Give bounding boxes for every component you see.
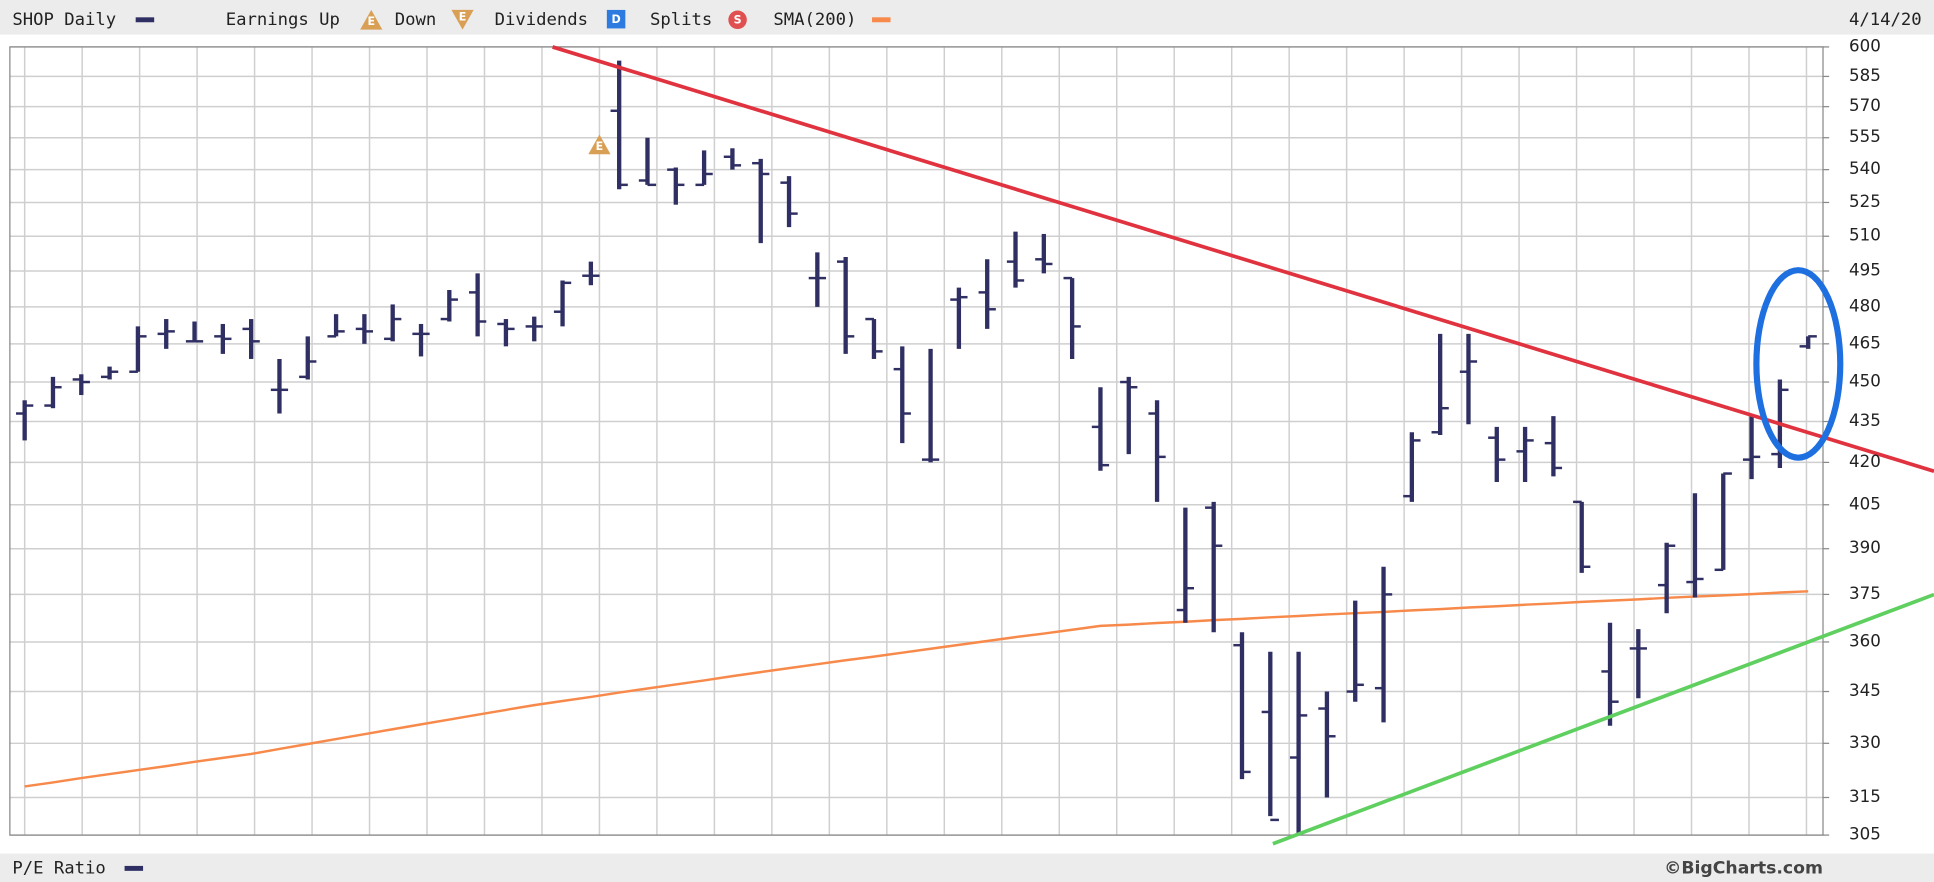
- y-tick-label: 390: [1849, 538, 1881, 557]
- y-tick-label: 585: [1849, 66, 1881, 85]
- y-tick-label: 525: [1849, 192, 1881, 211]
- legend-icon-label: D: [611, 13, 620, 26]
- legend-label: SMA(200): [773, 10, 856, 30]
- earnings-icon-label: E: [596, 140, 604, 153]
- y-tick-label: 495: [1849, 261, 1881, 280]
- legend-bar: [0, 0, 1934, 35]
- y-tick-label: 405: [1849, 494, 1881, 513]
- legend-icon: [360, 9, 383, 30]
- legend-label: Earnings Up: [226, 10, 340, 30]
- y-tick-label: 600: [1849, 36, 1881, 55]
- plot-frame: [9, 46, 1824, 836]
- y-tick-label: 305: [1849, 825, 1881, 844]
- y-tick-label: 435: [1849, 411, 1881, 430]
- y-tick-label: 450: [1849, 372, 1881, 391]
- footer-bar: [0, 853, 1934, 882]
- lower-panel-label: P/E Ratio: [12, 858, 105, 878]
- y-tick-label: 480: [1849, 296, 1881, 315]
- legend-icon-label: E: [367, 15, 375, 28]
- y-tick-label: 570: [1849, 96, 1881, 115]
- date-grid: [23, 46, 1808, 836]
- legend-icon: [451, 9, 474, 30]
- legend-label: SHOP Daily: [12, 10, 116, 30]
- y-tick-label: 330: [1849, 733, 1881, 752]
- source: ©BigCharts.com: [1664, 858, 1823, 878]
- legend-label: Splits: [650, 10, 712, 30]
- legend-label: Dividends: [495, 10, 588, 30]
- y-tick-label: 540: [1849, 159, 1881, 178]
- y-tick-label: 510: [1849, 226, 1881, 245]
- legend-icon-label: E: [459, 10, 467, 23]
- earnings-icon: [588, 134, 611, 155]
- y-tick-label: 360: [1849, 631, 1881, 650]
- lower-panel-swatch: [124, 865, 144, 871]
- y-tick-label: 315: [1849, 787, 1881, 806]
- legend-icon: [728, 10, 747, 30]
- sma-line: [24, 590, 1809, 788]
- y-tick-label: 465: [1849, 333, 1881, 352]
- y-tick-label: 420: [1849, 452, 1881, 471]
- legend-label: Down: [395, 10, 437, 30]
- y-tick-label: 555: [1849, 127, 1881, 146]
- highlight-ellipse: [1753, 267, 1844, 461]
- legend-icon: [606, 9, 626, 29]
- legend-swatch: [135, 17, 155, 23]
- value-grid: [9, 46, 1830, 836]
- plot-area: [16, 60, 1817, 836]
- legend-icon-label: S: [734, 13, 742, 26]
- earnings-marker: E: [588, 134, 611, 155]
- resistance-trendline: [552, 45, 1934, 473]
- y-tick-label: 375: [1849, 584, 1881, 603]
- legend-swatch: [872, 17, 891, 23]
- chart-date: 4/14/20: [1849, 10, 1922, 30]
- y-tick-label: 345: [1849, 681, 1881, 700]
- support-trendline: [1272, 592, 1934, 846]
